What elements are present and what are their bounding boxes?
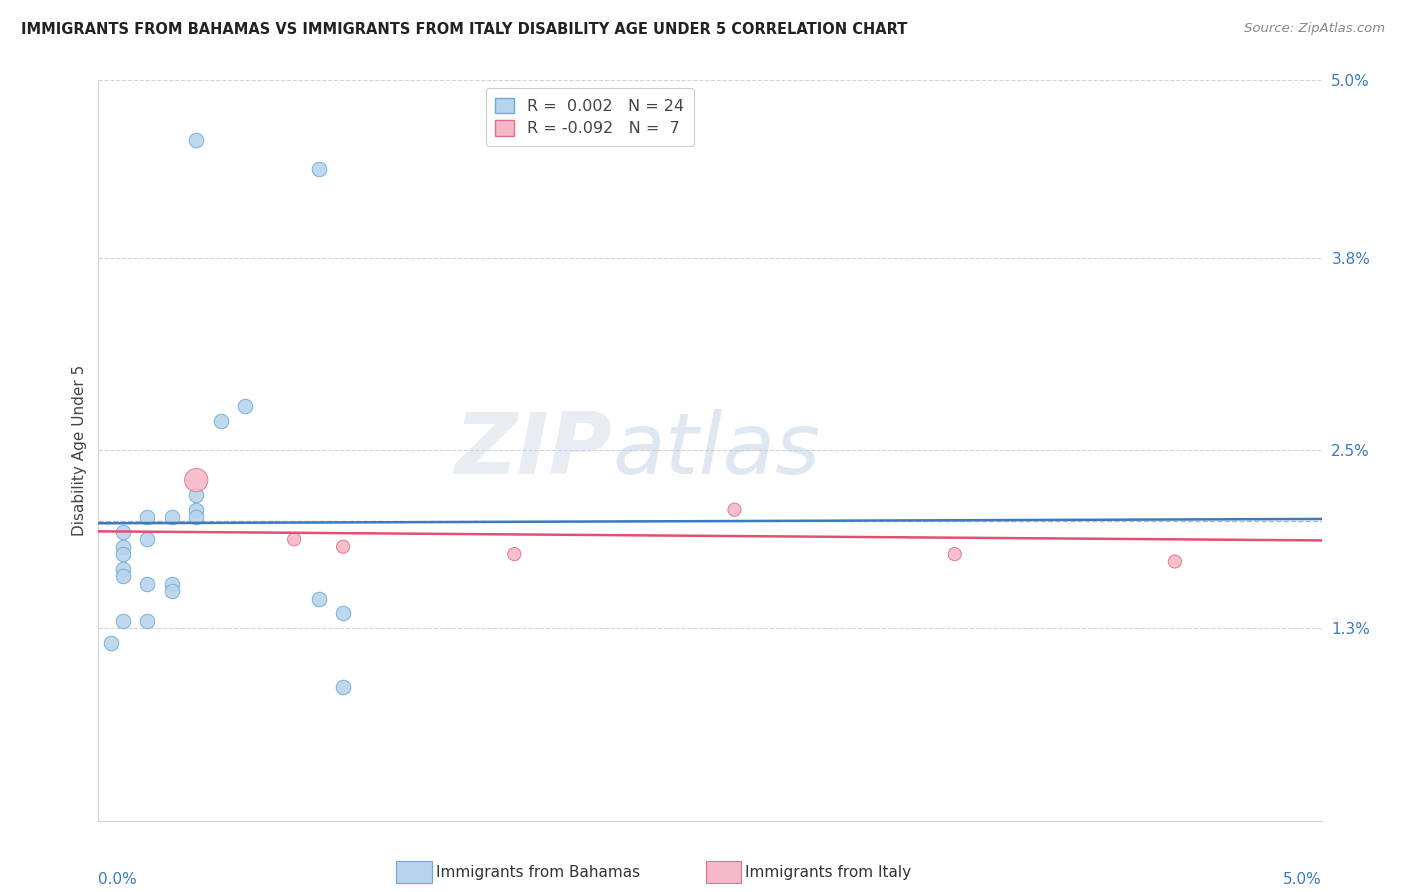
Point: [160, 584, 183, 599]
Point: [136, 510, 159, 524]
Point: [136, 614, 159, 628]
Point: [111, 524, 134, 539]
Text: Immigrants from Bahamas: Immigrants from Bahamas: [436, 865, 640, 880]
Point: [111, 562, 134, 576]
Point: [723, 502, 745, 516]
Point: [308, 591, 330, 606]
Point: [186, 473, 208, 487]
Point: [100, 636, 122, 650]
Point: [332, 681, 354, 695]
Point: [136, 533, 159, 547]
Legend: R =  0.002   N = 24, R = -0.092   N =  7: R = 0.002 N = 24, R = -0.092 N = 7: [485, 88, 693, 146]
Point: [111, 569, 134, 583]
Point: [160, 510, 183, 524]
Point: [233, 399, 256, 413]
Point: [186, 488, 208, 502]
Point: [209, 414, 232, 428]
Text: atlas: atlas: [612, 409, 820, 492]
Point: [503, 547, 526, 561]
Point: [308, 162, 330, 177]
Text: 5.0%: 5.0%: [1282, 872, 1322, 888]
Point: [136, 576, 159, 591]
Point: [332, 540, 354, 554]
Point: [186, 510, 208, 524]
Point: [111, 540, 134, 554]
Text: ZIP: ZIP: [454, 409, 612, 492]
Point: [111, 547, 134, 561]
Point: [186, 132, 208, 146]
Point: [186, 502, 208, 516]
Text: Immigrants from Italy: Immigrants from Italy: [745, 865, 911, 880]
Text: IMMIGRANTS FROM BAHAMAS VS IMMIGRANTS FROM ITALY DISABILITY AGE UNDER 5 CORRELAT: IMMIGRANTS FROM BAHAMAS VS IMMIGRANTS FR…: [21, 22, 907, 37]
Point: [160, 576, 183, 591]
Text: Source: ZipAtlas.com: Source: ZipAtlas.com: [1244, 22, 1385, 36]
Point: [111, 614, 134, 628]
Point: [283, 533, 305, 547]
Point: [943, 547, 966, 561]
Text: 0.0%: 0.0%: [98, 872, 138, 888]
Point: [1164, 555, 1187, 569]
Y-axis label: Disability Age Under 5: Disability Age Under 5: [72, 365, 87, 536]
Point: [332, 607, 354, 621]
